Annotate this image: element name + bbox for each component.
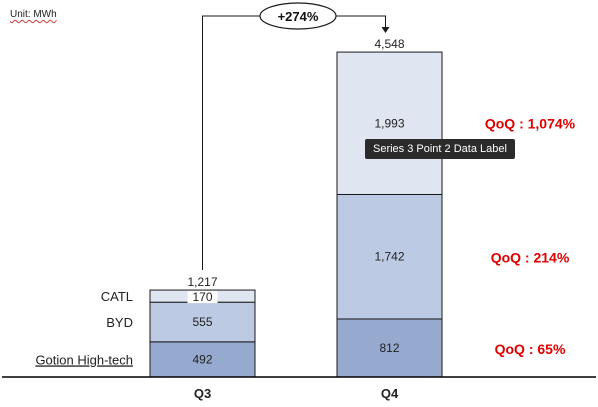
bar-byd-q3 bbox=[149, 301, 256, 343]
data-label: 1,742 bbox=[374, 250, 404, 264]
total-label: 4,548 bbox=[374, 37, 404, 51]
unit-label: Unit: MWh bbox=[10, 9, 57, 20]
data-label-tooltip: Series 3 Point 2 Data Label bbox=[365, 139, 515, 159]
category-label: Q4 bbox=[381, 386, 399, 401]
data-label: 1,993 bbox=[374, 116, 404, 130]
data-label: 555 bbox=[192, 315, 212, 329]
series-label-byd: BYD bbox=[106, 315, 133, 330]
series-label-catl: CATL bbox=[101, 289, 133, 304]
growth-arrow-head bbox=[381, 27, 390, 33]
series-label-gotion: Gotion High-tech bbox=[35, 352, 133, 367]
qoq-annotation: QoQ : 65% bbox=[495, 341, 566, 357]
qoq-annotation: QoQ : 1,074% bbox=[485, 115, 576, 131]
data-label-backdrop bbox=[187, 291, 218, 304]
growth-badge bbox=[259, 2, 337, 30]
data-label: 492 bbox=[192, 352, 212, 366]
total-label: 1,217 bbox=[187, 275, 217, 289]
data-label: 170 bbox=[192, 290, 212, 304]
growth-label: +274% bbox=[278, 9, 319, 24]
bar-catl-q4 bbox=[336, 51, 443, 195]
data-label: 812 bbox=[379, 341, 399, 355]
category-label: Q3 bbox=[194, 386, 211, 401]
qoq-annotation: QoQ : 214% bbox=[491, 250, 570, 266]
